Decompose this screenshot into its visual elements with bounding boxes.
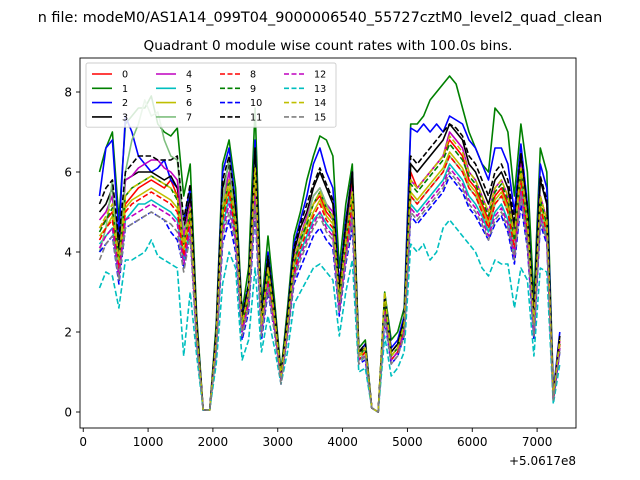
series-line-14 bbox=[98, 135, 561, 413]
figure-suptitle: n file: modeM0/AS1A14_099T04_9000006540_… bbox=[38, 10, 603, 26]
series-line-6 bbox=[98, 151, 561, 413]
series-line-11 bbox=[98, 123, 561, 413]
y-tick-label: 0 bbox=[64, 406, 72, 420]
legend-label-12: 12 bbox=[314, 70, 326, 81]
x-tick-label: 0 bbox=[79, 435, 87, 449]
x-offset-label: +5.0617e8 bbox=[509, 454, 576, 468]
x-axis: 0 1000 2000 3000 4000 5000 6000 7000 bbox=[79, 428, 552, 449]
series-line-15 bbox=[98, 171, 561, 413]
plot-area bbox=[79, 57, 577, 429]
legend-label-7: 7 bbox=[186, 112, 192, 123]
series-line-3 bbox=[98, 123, 561, 413]
x-tick-label: 5000 bbox=[392, 435, 423, 449]
x-tick-label: 2000 bbox=[198, 435, 229, 449]
x-tick-label: 1000 bbox=[133, 435, 164, 449]
y-tick-label: 4 bbox=[64, 246, 72, 260]
legend-label-2: 2 bbox=[122, 98, 128, 109]
y-axis: 0 2 4 6 8 bbox=[64, 86, 80, 420]
y-tick-label: 8 bbox=[64, 86, 72, 100]
series-layer bbox=[98, 75, 561, 413]
legend-label-14: 14 bbox=[314, 98, 326, 109]
legend-label-3: 3 bbox=[122, 112, 128, 123]
legend-label-11: 11 bbox=[250, 112, 262, 123]
legend-label-13: 13 bbox=[314, 84, 326, 95]
legend-label-1: 1 bbox=[122, 84, 128, 95]
legend-box bbox=[85, 62, 337, 128]
x-tick-label: 6000 bbox=[457, 435, 488, 449]
legend-label-4: 4 bbox=[186, 70, 192, 81]
series-line-5 bbox=[98, 163, 561, 413]
series-line-8 bbox=[98, 155, 561, 413]
legend-label-6: 6 bbox=[186, 98, 192, 109]
y-tick-label: 6 bbox=[64, 166, 72, 180]
legend-label-5: 5 bbox=[186, 84, 192, 95]
legend-label-10: 10 bbox=[250, 98, 262, 109]
series-line-0 bbox=[98, 139, 561, 413]
series-line-10 bbox=[98, 175, 561, 413]
legend-label-0: 0 bbox=[122, 70, 128, 81]
series-line-13 bbox=[98, 219, 561, 413]
series-line-9 bbox=[98, 143, 561, 413]
x-tick-label: 4000 bbox=[327, 435, 358, 449]
legend-label-8: 8 bbox=[250, 70, 256, 81]
chart-title: Quadrant 0 module wise count rates with … bbox=[144, 38, 513, 54]
x-tick-label: 3000 bbox=[262, 435, 293, 449]
legend-label-15: 15 bbox=[314, 112, 326, 123]
y-tick-label: 2 bbox=[64, 326, 72, 340]
series-line-12 bbox=[98, 167, 561, 413]
plot-frame bbox=[79, 57, 577, 429]
x-tick-label: 7000 bbox=[522, 435, 553, 449]
legend-label-9: 9 bbox=[250, 84, 256, 95]
